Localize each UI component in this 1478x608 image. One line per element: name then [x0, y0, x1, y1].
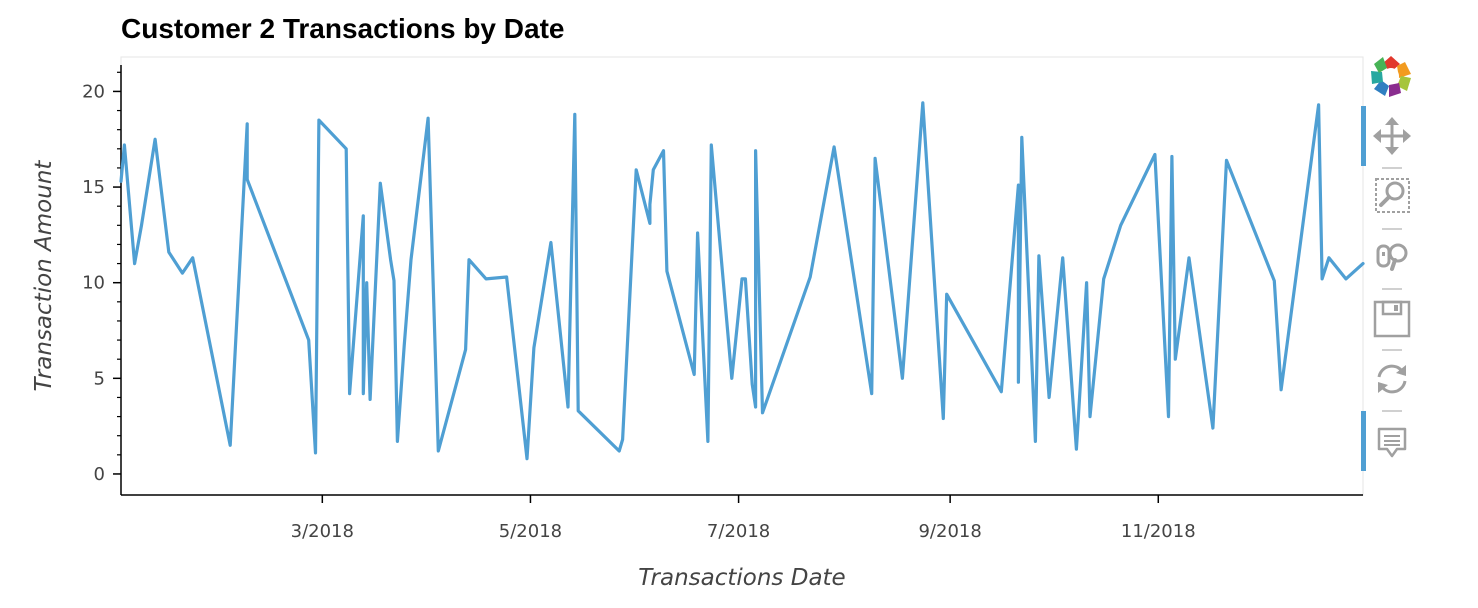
save-icon[interactable]: [1373, 300, 1411, 338]
x-tick-label: 7/2018: [707, 521, 770, 542]
chart-title: Customer 2 Transactions by Date: [121, 13, 564, 44]
y-tick-label: 5: [94, 368, 105, 389]
y-tick-label: 10: [82, 273, 105, 294]
wheel-zoom-icon[interactable]: [1376, 243, 1408, 271]
bokeh-logo-icon[interactable]: [1371, 56, 1411, 97]
hover-active-indicator: [1361, 411, 1366, 471]
x-tick-label: 9/2018: [918, 521, 981, 542]
x-axis-label: Transactions Date: [638, 565, 845, 591]
y-tick-label: 0: [94, 464, 105, 485]
series-points: [120, 102, 1364, 459]
reset-icon[interactable]: [1377, 364, 1407, 394]
plot-frame: [120, 56, 1364, 496]
x-axis: 3/2018 5/2018 7/2018 9/2018 11/2018: [121, 494, 1363, 542]
y-axis-label: Transaction Amount: [31, 160, 57, 392]
pan-icon[interactable]: [1373, 117, 1411, 155]
pan-active-indicator: [1361, 106, 1366, 166]
y-tick-label: 15: [82, 177, 105, 198]
toolbar: [1361, 56, 1411, 471]
x-tick-label: 11/2018: [1121, 521, 1196, 542]
plot-area[interactable]: [119, 101, 1365, 461]
y-tick-label: 20: [82, 81, 105, 102]
x-tick-label: 5/2018: [499, 521, 562, 542]
box-zoom-icon[interactable]: [1375, 178, 1410, 213]
x-tick-label: 3/2018: [291, 521, 354, 542]
series-line[interactable]: [119, 101, 1365, 461]
hover-icon[interactable]: [1377, 427, 1407, 458]
y-axis: 0 5 10 15 20: [82, 65, 122, 495]
